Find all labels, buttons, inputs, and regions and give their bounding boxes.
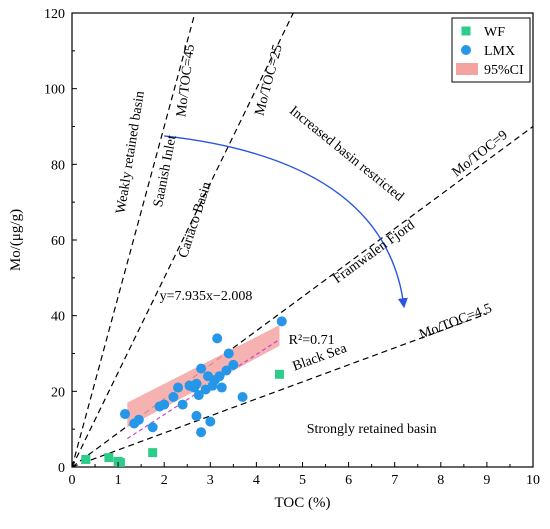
point-lmx-12 bbox=[193, 390, 204, 401]
annotations-layer: Mo/TOC=45 Mo/TOC=25 Mo/TOC=9 Mo/TOC=4.5 y=7.… bbox=[114, 43, 511, 437]
point-wf-0 bbox=[81, 454, 91, 464]
regression-r2: R²=0.71 bbox=[289, 333, 335, 348]
point-lmx-26 bbox=[228, 359, 239, 370]
annotation-0: Weakly retained basin bbox=[114, 90, 148, 215]
annotation-6: Strongly retained basin bbox=[307, 422, 437, 437]
point-lmx-18 bbox=[205, 416, 216, 427]
reference-line-label-1: Mo/TOC=25 bbox=[252, 43, 285, 117]
point-lmx-3 bbox=[147, 422, 158, 433]
x-tick-label-10: 10 bbox=[526, 473, 540, 488]
y-tick-label-4: 80 bbox=[51, 158, 65, 173]
annotation-1: Saanish Inlet bbox=[151, 134, 180, 208]
y-tick-label-3: 60 bbox=[51, 234, 65, 249]
point-lmx-0 bbox=[120, 409, 131, 420]
x-tick-label-0: 0 bbox=[69, 473, 76, 488]
x-tick-label-7: 7 bbox=[391, 473, 398, 488]
legend: WF LMX 95%CI bbox=[451, 17, 531, 83]
reference-line-label-3: Mo/TOC=4.5 bbox=[417, 301, 494, 342]
points-layer bbox=[81, 316, 287, 467]
annotation-3: Increased basin restricted bbox=[286, 103, 406, 204]
point-lmx-27 bbox=[237, 392, 248, 403]
point-lmx-24 bbox=[221, 365, 232, 376]
reference-line-1 bbox=[72, 13, 294, 467]
fit-line-layer bbox=[126, 339, 280, 440]
point-lmx-11 bbox=[191, 378, 202, 389]
reference-line-0 bbox=[72, 13, 196, 467]
y-tick-label-5: 100 bbox=[44, 83, 65, 98]
point-wf-3 bbox=[115, 457, 125, 467]
trend-arrow bbox=[164, 135, 408, 309]
x-tick-label-1: 1 bbox=[115, 473, 122, 488]
x-tick-label-8: 8 bbox=[437, 473, 444, 488]
x-axis-label: TOC (%) bbox=[275, 495, 331, 511]
point-lmx-6 bbox=[168, 392, 179, 403]
x-tick-label-6: 6 bbox=[345, 473, 352, 488]
reference-line-label-2: Mo/TOC=9 bbox=[450, 128, 511, 180]
regression-equation: y=7.935x−2.008 bbox=[160, 289, 253, 304]
point-wf-4 bbox=[148, 448, 158, 458]
legend-label-2: 95%CI bbox=[484, 63, 524, 78]
point-lmx-21 bbox=[212, 333, 223, 344]
point-lmx-25 bbox=[223, 348, 234, 359]
point-wf-1 bbox=[104, 453, 114, 463]
y-tick-label-2: 40 bbox=[51, 310, 65, 325]
y-tick-label-1: 20 bbox=[51, 385, 65, 400]
x-tick-label-4: 4 bbox=[253, 473, 260, 488]
x-tick-label-9: 9 bbox=[483, 473, 490, 488]
y-tick-label-6: 120 bbox=[44, 7, 65, 22]
legend-marker-wf bbox=[461, 26, 471, 36]
point-wf-5 bbox=[274, 369, 284, 379]
regression-line bbox=[126, 339, 280, 440]
y-axis-label: Mo/(μg/g) bbox=[8, 209, 24, 271]
point-lmx-8 bbox=[177, 399, 188, 410]
point-lmx-5 bbox=[159, 399, 170, 410]
point-lmx-22 bbox=[214, 371, 225, 382]
reference-line-3 bbox=[72, 313, 488, 467]
legend-marker-lmx bbox=[461, 45, 471, 55]
x-tick-label-3: 3 bbox=[207, 473, 214, 488]
legend-marker-ci bbox=[456, 63, 478, 75]
y-tick-label-0: 0 bbox=[58, 461, 65, 476]
point-lmx-2 bbox=[133, 414, 144, 425]
point-lmx-14 bbox=[196, 363, 207, 374]
legend-label-1: LMX bbox=[484, 44, 515, 59]
x-tick-label-5: 5 bbox=[299, 473, 306, 488]
point-lmx-28 bbox=[276, 316, 287, 327]
x-tick-label-2: 2 bbox=[161, 473, 168, 488]
point-lmx-15 bbox=[196, 427, 207, 438]
legend-label-0: WF bbox=[484, 25, 505, 40]
point-lmx-23 bbox=[216, 382, 227, 393]
point-lmx-7 bbox=[173, 382, 184, 393]
reference-line-label-0: Mo/TOC=45 bbox=[174, 44, 198, 118]
annotation-2: Cariaco Basin bbox=[176, 180, 215, 260]
point-lmx-13 bbox=[191, 410, 202, 421]
arrow-layer bbox=[164, 135, 408, 309]
